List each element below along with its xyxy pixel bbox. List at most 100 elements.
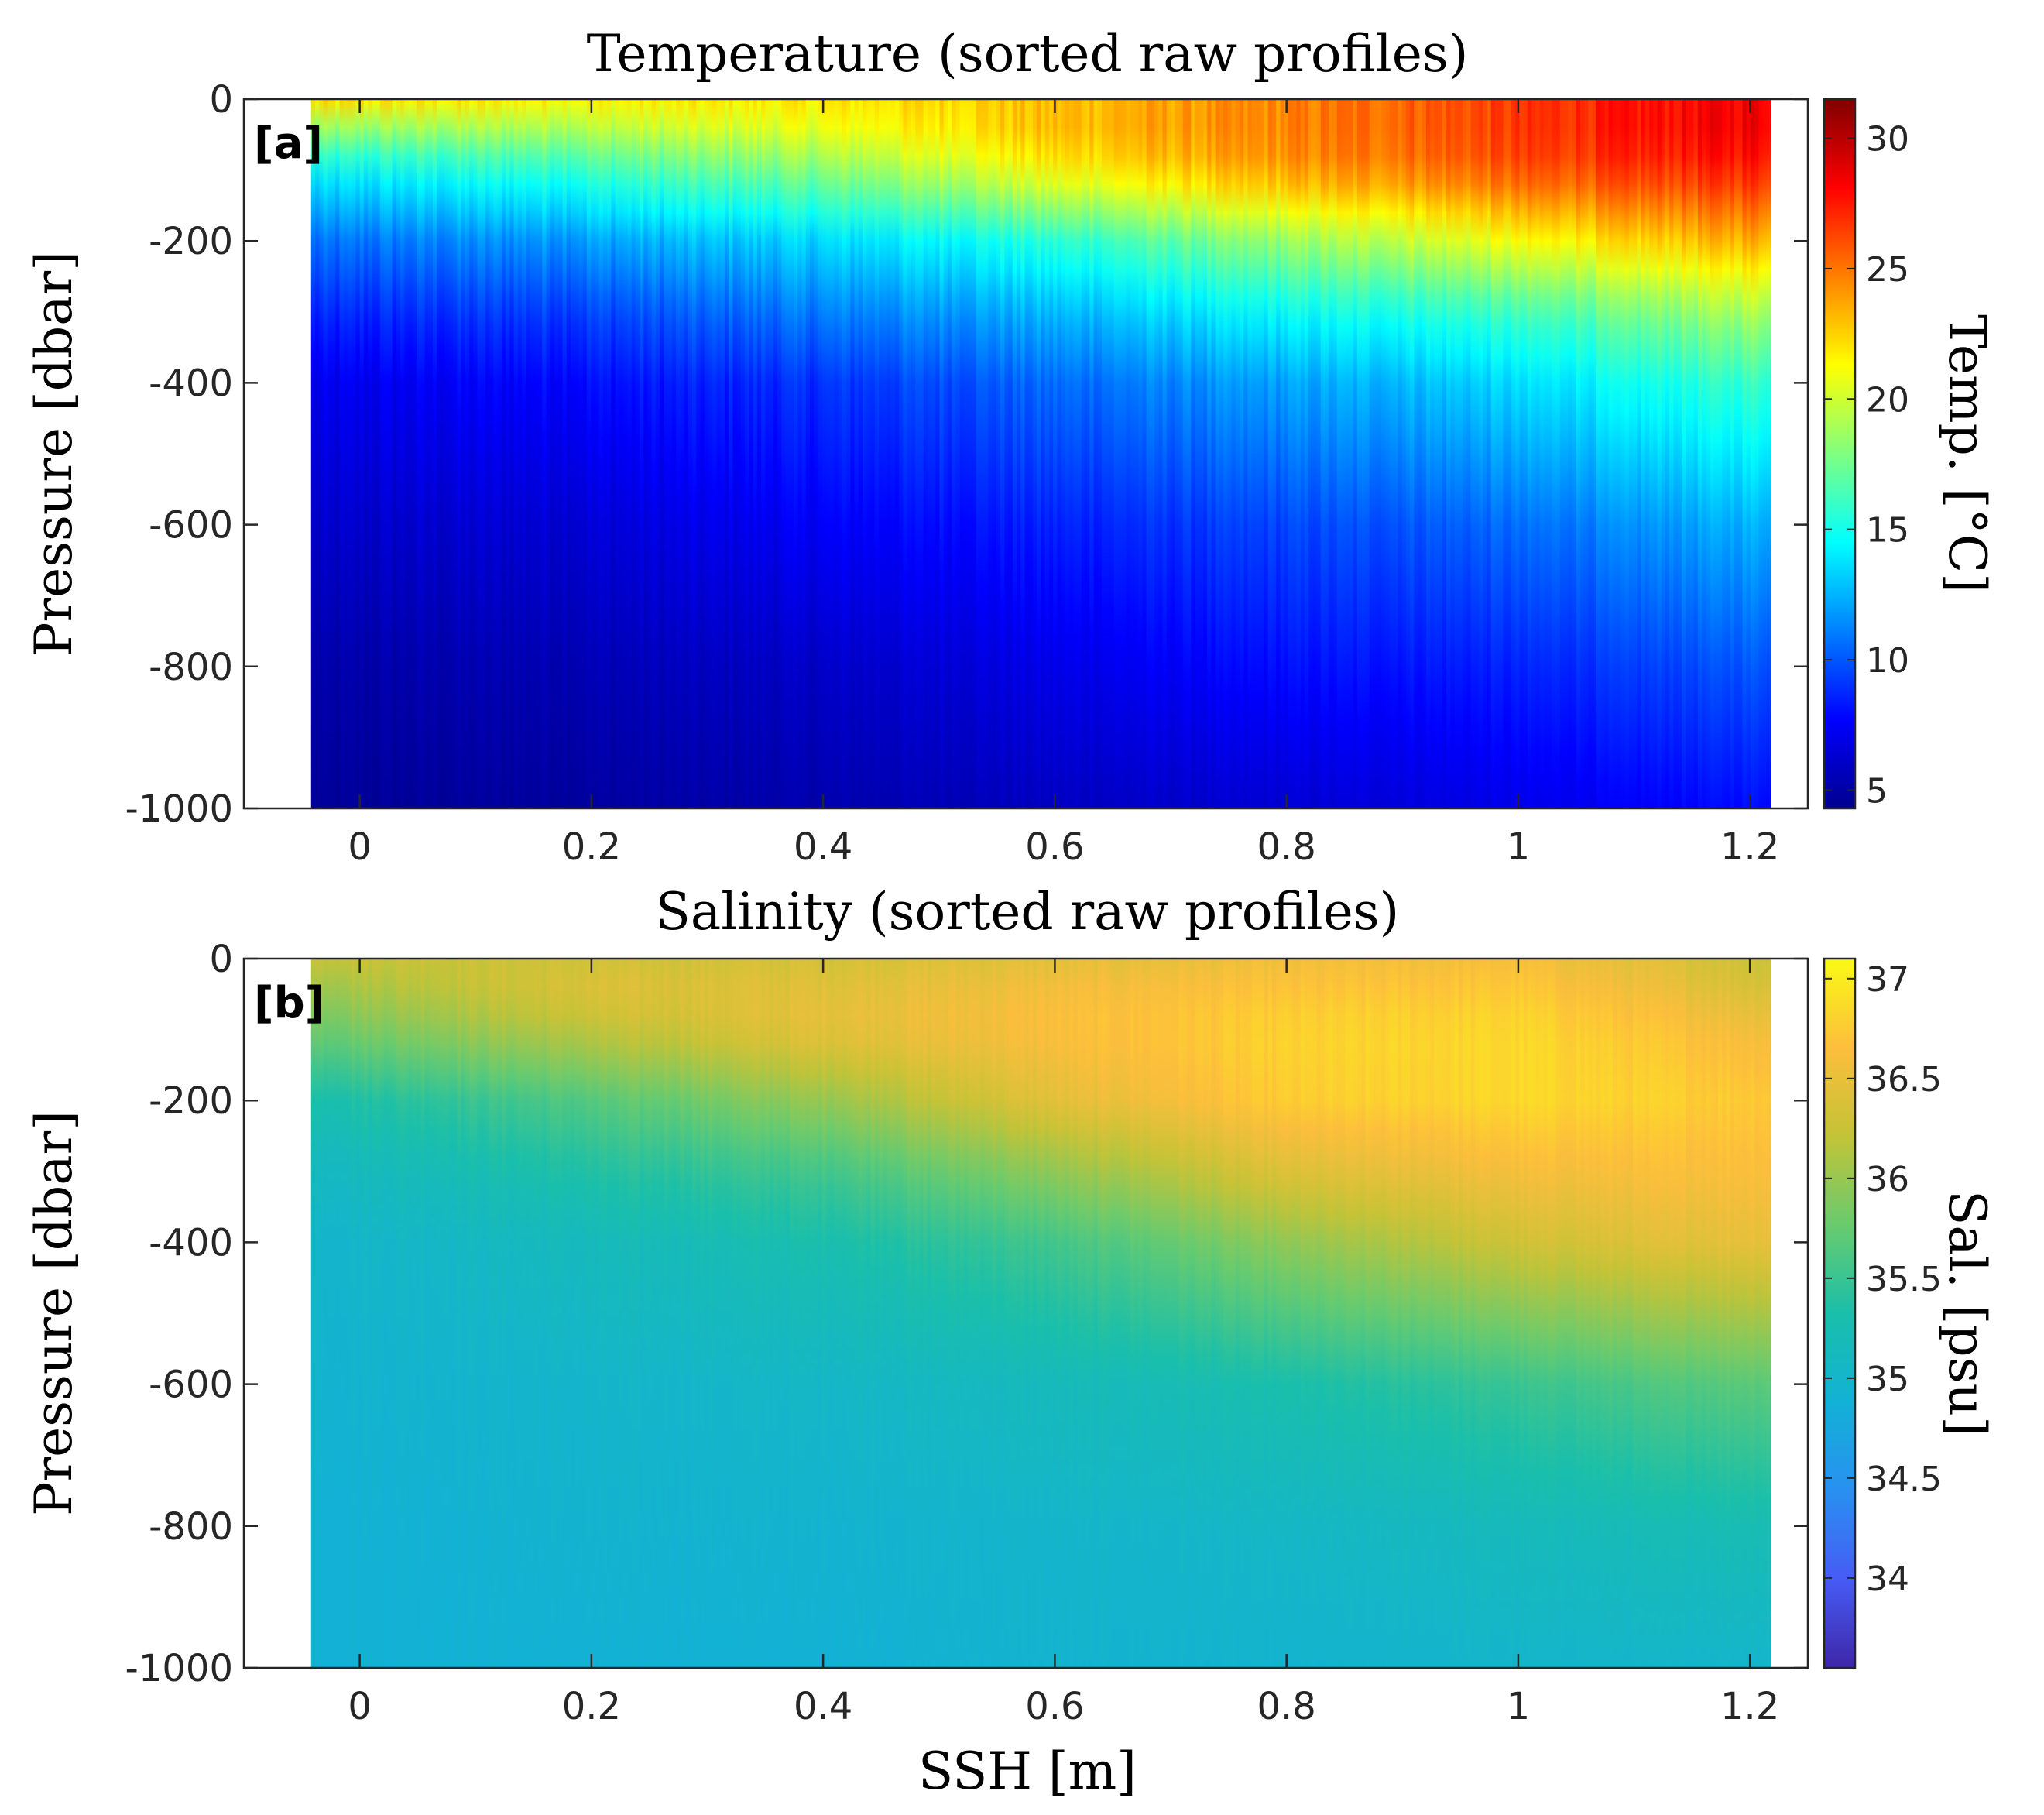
profile-column [1555, 99, 1561, 808]
profile-column [704, 959, 709, 1668]
profile-column [968, 959, 973, 1668]
y-tick-label: -600 [149, 504, 233, 547]
profile-column [493, 99, 499, 808]
profile-column [1162, 99, 1168, 808]
x-tick-label: 1.2 [1720, 1685, 1779, 1728]
profile-column [444, 959, 450, 1668]
profile-column [1284, 99, 1289, 808]
profile-column [1089, 959, 1095, 1668]
profile-column [1697, 99, 1703, 808]
profile-column [1240, 99, 1244, 808]
profile-column [1742, 959, 1747, 1668]
profile-column [1041, 99, 1046, 808]
profile-column [1288, 959, 1293, 1668]
profile-column [1150, 99, 1155, 808]
profile-column [1260, 99, 1265, 808]
profile-column [732, 959, 738, 1668]
profile-column [1109, 99, 1115, 808]
profile-column [1584, 959, 1590, 1668]
profile-column [1442, 959, 1447, 1668]
profile-column [437, 99, 441, 808]
profile-column [448, 959, 454, 1668]
profile-column [1150, 959, 1155, 1668]
profile-column [570, 959, 575, 1668]
profile-column [1000, 99, 1005, 808]
profile-column [1044, 959, 1050, 1668]
profile-column [400, 99, 405, 808]
profile-column [493, 959, 499, 1668]
profile-column [903, 959, 908, 1668]
profile-column [671, 99, 677, 808]
profile-column [1766, 99, 1771, 808]
profile-column [1166, 99, 1171, 808]
profile-column [522, 99, 526, 808]
profile-column [1373, 99, 1378, 808]
profile-column [1425, 99, 1431, 808]
profile-column [1559, 99, 1565, 808]
profile-column [1564, 959, 1569, 1668]
profile-column [615, 959, 620, 1668]
profile-column [1008, 99, 1013, 808]
profile-column [781, 99, 787, 808]
profile-column [412, 959, 417, 1668]
profile-column [1665, 99, 1670, 808]
profile-column [1223, 959, 1228, 1668]
profile-column [1008, 959, 1013, 1668]
profile-column [1267, 99, 1273, 808]
profile-column [408, 99, 413, 808]
profile-column [424, 959, 430, 1668]
profile-column [1474, 99, 1480, 808]
colorbar-box [1823, 957, 1857, 1669]
profile-column [319, 959, 324, 1668]
profile-column [1487, 99, 1492, 808]
profile-column [1479, 99, 1483, 808]
profile-column [1669, 959, 1675, 1668]
profile-column [988, 959, 993, 1668]
profile-column [396, 959, 401, 1668]
x-tick-label: 0 [348, 825, 372, 869]
profile-column [660, 959, 665, 1668]
profile-column [1369, 99, 1374, 808]
profile-column [1024, 99, 1030, 808]
profile-column [428, 959, 434, 1668]
profile-column [1061, 99, 1066, 808]
profile-column [1702, 99, 1706, 808]
profile-column [1438, 959, 1443, 1668]
profile-column [1028, 99, 1034, 808]
profile-column [1608, 99, 1614, 808]
profile-column [1507, 99, 1512, 808]
profile-column [1673, 99, 1679, 808]
profile-column [1726, 99, 1731, 808]
colorbar-box [1823, 98, 1857, 810]
profile-column [858, 99, 863, 808]
profile-column [485, 959, 490, 1668]
profile-column [574, 99, 580, 808]
profile-column [883, 959, 888, 1668]
heatmap-image [310, 99, 1771, 808]
profile-column [1377, 99, 1382, 808]
profile-column [1637, 959, 1642, 1668]
profile-column [392, 99, 397, 808]
profile-column [1734, 959, 1739, 1668]
profile-column [1365, 959, 1370, 1668]
y-tick-label: -200 [149, 220, 233, 263]
profile-column [756, 99, 762, 808]
profile-column [1572, 959, 1577, 1668]
profile-column [1264, 959, 1269, 1668]
profile-column [1065, 99, 1070, 808]
profile-column [566, 99, 571, 808]
profile-column [1142, 959, 1147, 1668]
profile-column [688, 99, 693, 808]
profile-column [1389, 959, 1394, 1668]
profile-column [1442, 99, 1447, 808]
profile-column [1754, 959, 1760, 1668]
profile-column [1276, 99, 1281, 808]
profile-column [927, 959, 932, 1668]
profile-column [538, 99, 543, 808]
profile-column [680, 99, 685, 808]
profile-column [376, 959, 381, 1668]
profile-column [874, 959, 880, 1668]
profile-column [627, 99, 633, 808]
profile-column [1434, 99, 1439, 808]
profile-column [1730, 99, 1735, 808]
